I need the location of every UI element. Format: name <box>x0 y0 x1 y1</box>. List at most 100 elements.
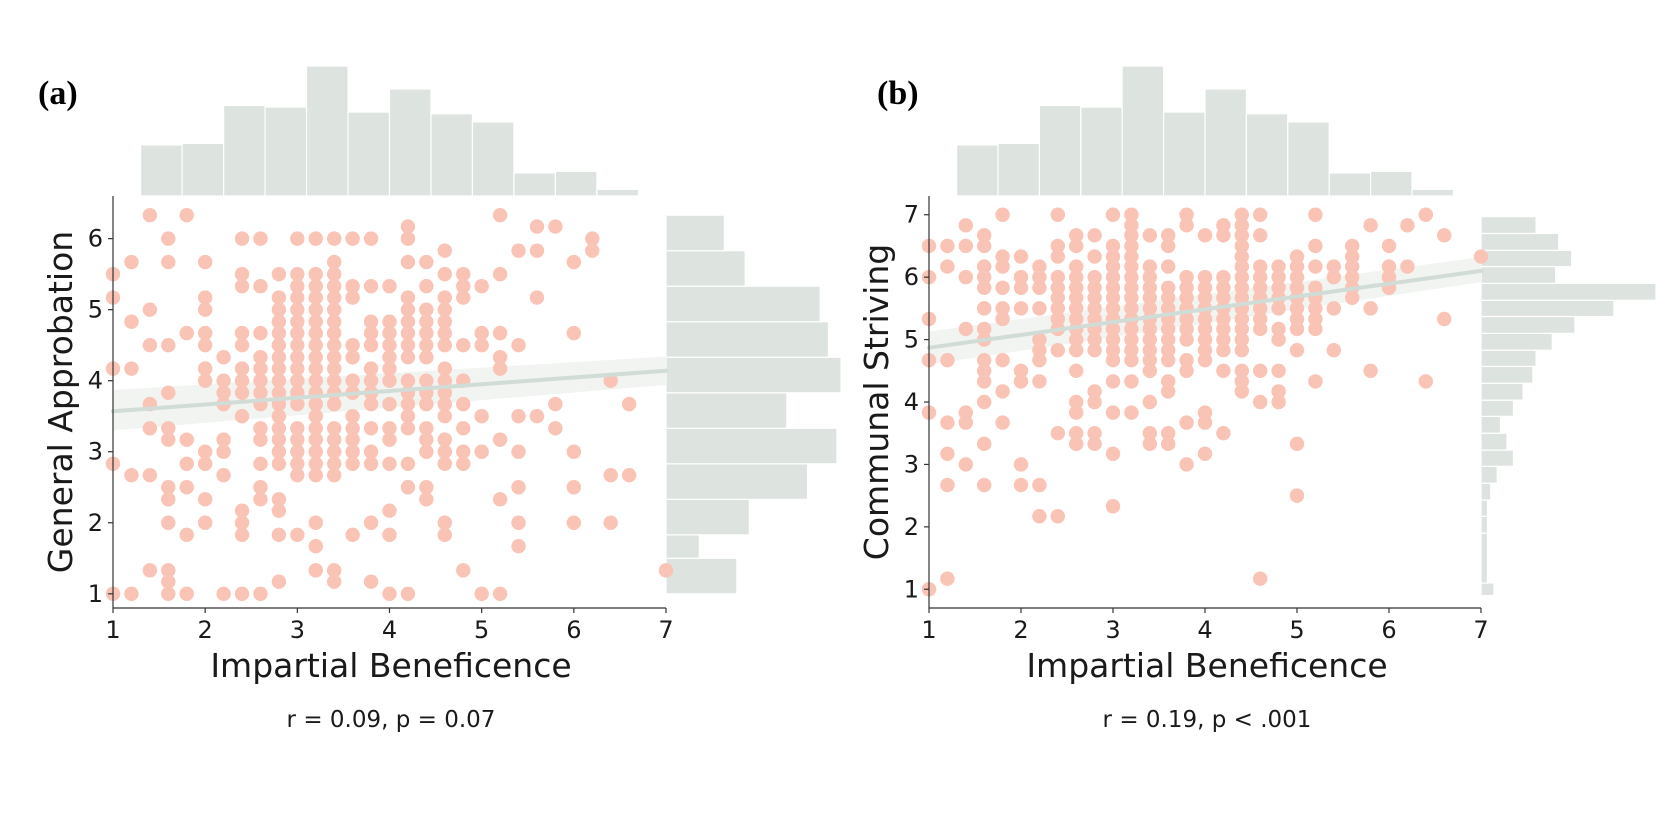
scatter-point <box>253 279 268 294</box>
scatter-point <box>1105 249 1121 264</box>
scatter-point <box>1253 311 1268 327</box>
scatter-point <box>437 314 452 329</box>
scatter-point <box>1253 301 1268 316</box>
scatter-point <box>1308 301 1323 316</box>
panel-a-y-histogram <box>665 214 842 595</box>
scatter-point <box>197 444 213 459</box>
scatter-point <box>1271 394 1286 410</box>
scatter-point <box>1179 269 1194 285</box>
scatter-point <box>419 302 434 317</box>
y-tick-label: 7 <box>904 201 919 229</box>
scatter-point <box>124 361 139 376</box>
scatter-point <box>345 444 360 459</box>
scatter-point <box>1234 259 1250 274</box>
scatter-point <box>437 373 452 388</box>
scatter-point <box>142 337 158 353</box>
scatter-point <box>290 396 305 412</box>
scatter-point <box>1381 238 1397 254</box>
scatter-point <box>290 467 305 483</box>
scatter-point <box>1105 342 1121 358</box>
scatter-point <box>1289 269 1305 285</box>
scatter-point <box>271 444 287 459</box>
scatter-point <box>400 409 416 424</box>
scatter-point <box>456 279 471 294</box>
scatter-point <box>977 280 992 295</box>
scatter-point <box>253 373 268 388</box>
confidence-band <box>113 356 666 431</box>
scatter-point <box>363 325 379 341</box>
scatter-point <box>1050 426 1066 441</box>
scatter-point <box>566 480 582 495</box>
scatter-point <box>1345 238 1360 254</box>
scatter-point <box>1216 332 1231 347</box>
scatter-point <box>400 396 416 412</box>
scatter-point <box>382 361 397 376</box>
scatter-point <box>290 444 305 459</box>
scatter-point <box>995 384 1010 399</box>
scatter-point <box>1473 249 1489 264</box>
scatter-point <box>1161 280 1176 295</box>
x-tick-label: 2 <box>198 616 213 644</box>
scatter-point <box>1253 228 1268 243</box>
scatter-point <box>1013 457 1029 472</box>
scatter-point <box>1087 301 1102 316</box>
scatter-point <box>511 444 526 459</box>
scatter-point <box>327 456 342 471</box>
scatter-point <box>400 325 416 341</box>
scatter-point <box>327 325 342 341</box>
scatter-point <box>437 325 452 341</box>
scatter-point <box>382 279 397 294</box>
scatter-point <box>511 480 526 495</box>
scatter-point <box>1179 415 1194 430</box>
scatter-point <box>1142 259 1158 274</box>
scatter-point <box>456 421 471 436</box>
scatter-point <box>161 563 176 578</box>
panel-b-x-histogram <box>955 65 1455 197</box>
scatter-point <box>419 325 434 341</box>
scatter-point <box>1032 509 1047 524</box>
scatter-point <box>290 432 305 447</box>
scatter-point <box>1216 228 1231 243</box>
scatter-point <box>977 269 992 285</box>
y-tick-label: 5 <box>88 296 103 324</box>
scatter-point <box>382 503 397 518</box>
scatter-point <box>1105 499 1121 514</box>
scatter-point <box>179 325 194 341</box>
scatter-point <box>1161 259 1176 274</box>
scatter-point <box>382 421 397 436</box>
scatter-point <box>1105 238 1121 254</box>
panel-a-scatter-points <box>105 207 674 601</box>
y-histogram-bar <box>1480 449 1515 467</box>
y-histogram-bar <box>1480 515 1489 534</box>
scatter-point <box>308 444 323 459</box>
scatter-point <box>456 396 471 412</box>
y-histogram-bar <box>665 557 738 595</box>
scatter-point <box>363 337 379 353</box>
panel-a-ticks: 1 2 3 4 5 6 7 1 2 3 4 5 6 <box>88 225 674 644</box>
scatter-point <box>363 361 379 376</box>
scatter-point <box>474 325 489 341</box>
scatter-point <box>1289 311 1305 327</box>
scatter-point <box>419 396 434 412</box>
scatter-point <box>977 301 992 316</box>
scatter-point <box>290 266 305 282</box>
scatter-point <box>419 492 434 507</box>
scatter-point <box>327 350 342 365</box>
scatter-point <box>400 219 416 234</box>
scatter-point <box>1087 436 1102 452</box>
scatter-point <box>1271 301 1286 316</box>
scatter-point <box>1142 301 1158 316</box>
scatter-point <box>179 586 194 601</box>
scatter-point <box>271 314 287 329</box>
scatter-point <box>419 279 434 294</box>
scatter-point <box>1308 238 1323 254</box>
scatter-point <box>327 314 342 329</box>
scatter-point <box>474 444 489 459</box>
panel-b-scatter-points <box>921 207 1489 597</box>
scatter-point <box>1124 290 1139 305</box>
scatter-point <box>363 515 379 530</box>
scatter-point <box>566 254 582 270</box>
scatter-point <box>253 421 268 436</box>
scatter-point <box>977 259 992 274</box>
scatter-point <box>1161 290 1176 305</box>
